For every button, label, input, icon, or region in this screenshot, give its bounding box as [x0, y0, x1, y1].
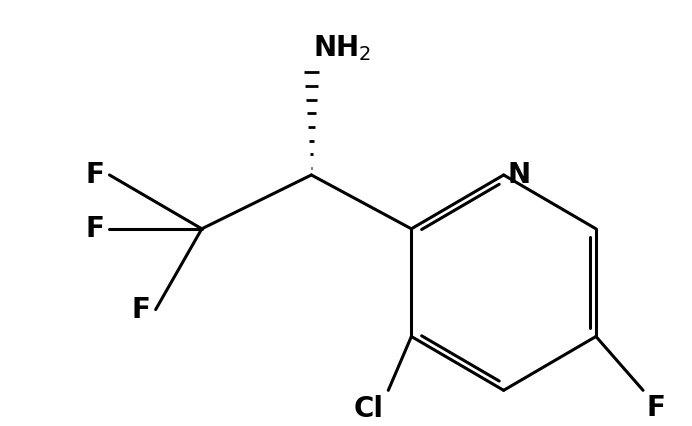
- Text: F: F: [86, 215, 104, 243]
- Text: N: N: [507, 161, 531, 189]
- Text: F: F: [86, 161, 104, 189]
- Text: F: F: [132, 296, 151, 324]
- Text: F: F: [647, 394, 666, 422]
- Text: NH$_2$: NH$_2$: [313, 34, 372, 63]
- Text: Cl: Cl: [354, 395, 383, 423]
